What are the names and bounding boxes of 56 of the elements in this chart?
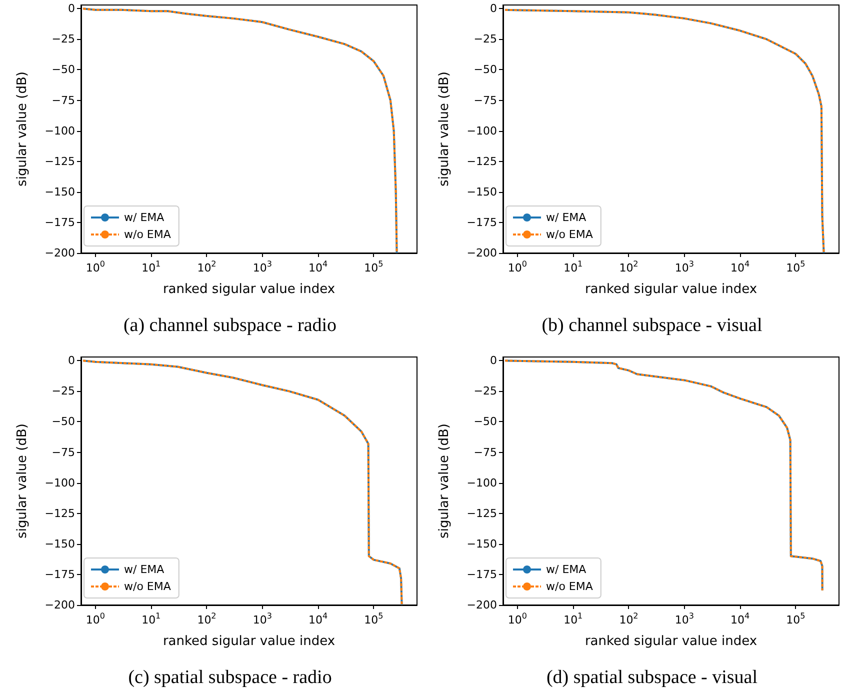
y-tick-label: −125 bbox=[466, 154, 497, 168]
y-tick-label: −150 bbox=[466, 185, 497, 198]
legend-label: w/ EMA bbox=[124, 211, 165, 224]
y-tick-label: −75 bbox=[52, 94, 75, 107]
y-tick-label: −175 bbox=[466, 568, 497, 581]
text: (c) spatial subspace - radio bbox=[128, 667, 332, 688]
legend-label: w/o EMA bbox=[546, 580, 594, 593]
legend-label: w/ EMA bbox=[124, 563, 165, 576]
y-tick-label: −150 bbox=[44, 185, 75, 198]
legend-label: w/o EMA bbox=[124, 228, 172, 241]
y-tick-label: −200 bbox=[44, 598, 75, 612]
y-tick-label: −50 bbox=[474, 63, 497, 76]
y-tick-label: −100 bbox=[44, 124, 75, 138]
legend-label: w/ EMA bbox=[546, 563, 587, 576]
text: (a) channel subspace - radio bbox=[123, 315, 337, 336]
y-tick-label: 0 bbox=[68, 2, 75, 16]
y-tick-label: −100 bbox=[466, 476, 497, 490]
y-tick-label: −50 bbox=[52, 415, 75, 428]
y-axis-title: sigular value (dB) bbox=[15, 424, 30, 538]
text: (d) spatial subspace - visual bbox=[546, 667, 758, 688]
y-tick-label: −25 bbox=[474, 32, 497, 46]
x-axis-title: ranked sigular value index bbox=[584, 282, 758, 297]
y-tick-label: −50 bbox=[52, 63, 75, 76]
y-tick-label: −200 bbox=[466, 598, 497, 612]
y-axis-title: sigular value (dB) bbox=[437, 72, 452, 186]
y-tick-label: −125 bbox=[44, 506, 75, 520]
y-tick-label: −75 bbox=[474, 94, 497, 107]
y-tick-label: −125 bbox=[466, 506, 497, 520]
y-tick-label: −150 bbox=[44, 537, 75, 550]
y-tick-label: 0 bbox=[68, 354, 75, 368]
y-tick-label: −125 bbox=[44, 154, 75, 168]
y-tick-label: 0 bbox=[490, 354, 497, 368]
y-tick-label: −50 bbox=[474, 415, 497, 428]
y-axis-title: sigular value (dB) bbox=[15, 72, 30, 186]
y-tick-label: −200 bbox=[44, 246, 75, 260]
x-axis-title: ranked sigular value index bbox=[162, 282, 336, 297]
y-tick-label: −75 bbox=[52, 446, 75, 459]
legend-label: w/o EMA bbox=[546, 228, 594, 241]
x-axis-title: ranked sigular value index bbox=[162, 634, 336, 649]
y-tick-label: −175 bbox=[44, 568, 75, 581]
y-tick-label: −25 bbox=[474, 384, 497, 398]
y-tick-label: 0 bbox=[490, 2, 497, 16]
y-tick-label: −175 bbox=[466, 216, 497, 229]
y-tick-label: −75 bbox=[474, 446, 497, 459]
legend-label: w/ EMA bbox=[546, 211, 587, 224]
y-tick-label: −100 bbox=[466, 124, 497, 138]
legend-label: w/o EMA bbox=[124, 580, 172, 593]
y-tick-label: −150 bbox=[466, 537, 497, 550]
y-axis-title: sigular value (dB) bbox=[437, 424, 452, 538]
x-axis-title: ranked sigular value index bbox=[584, 634, 758, 649]
y-tick-label: −25 bbox=[52, 32, 75, 46]
y-tick-label: −100 bbox=[44, 476, 75, 490]
y-tick-label: −175 bbox=[44, 216, 75, 229]
text: (b) channel subspace - visual bbox=[542, 315, 762, 336]
y-tick-label: −25 bbox=[52, 384, 75, 398]
y-tick-label: −200 bbox=[466, 246, 497, 260]
